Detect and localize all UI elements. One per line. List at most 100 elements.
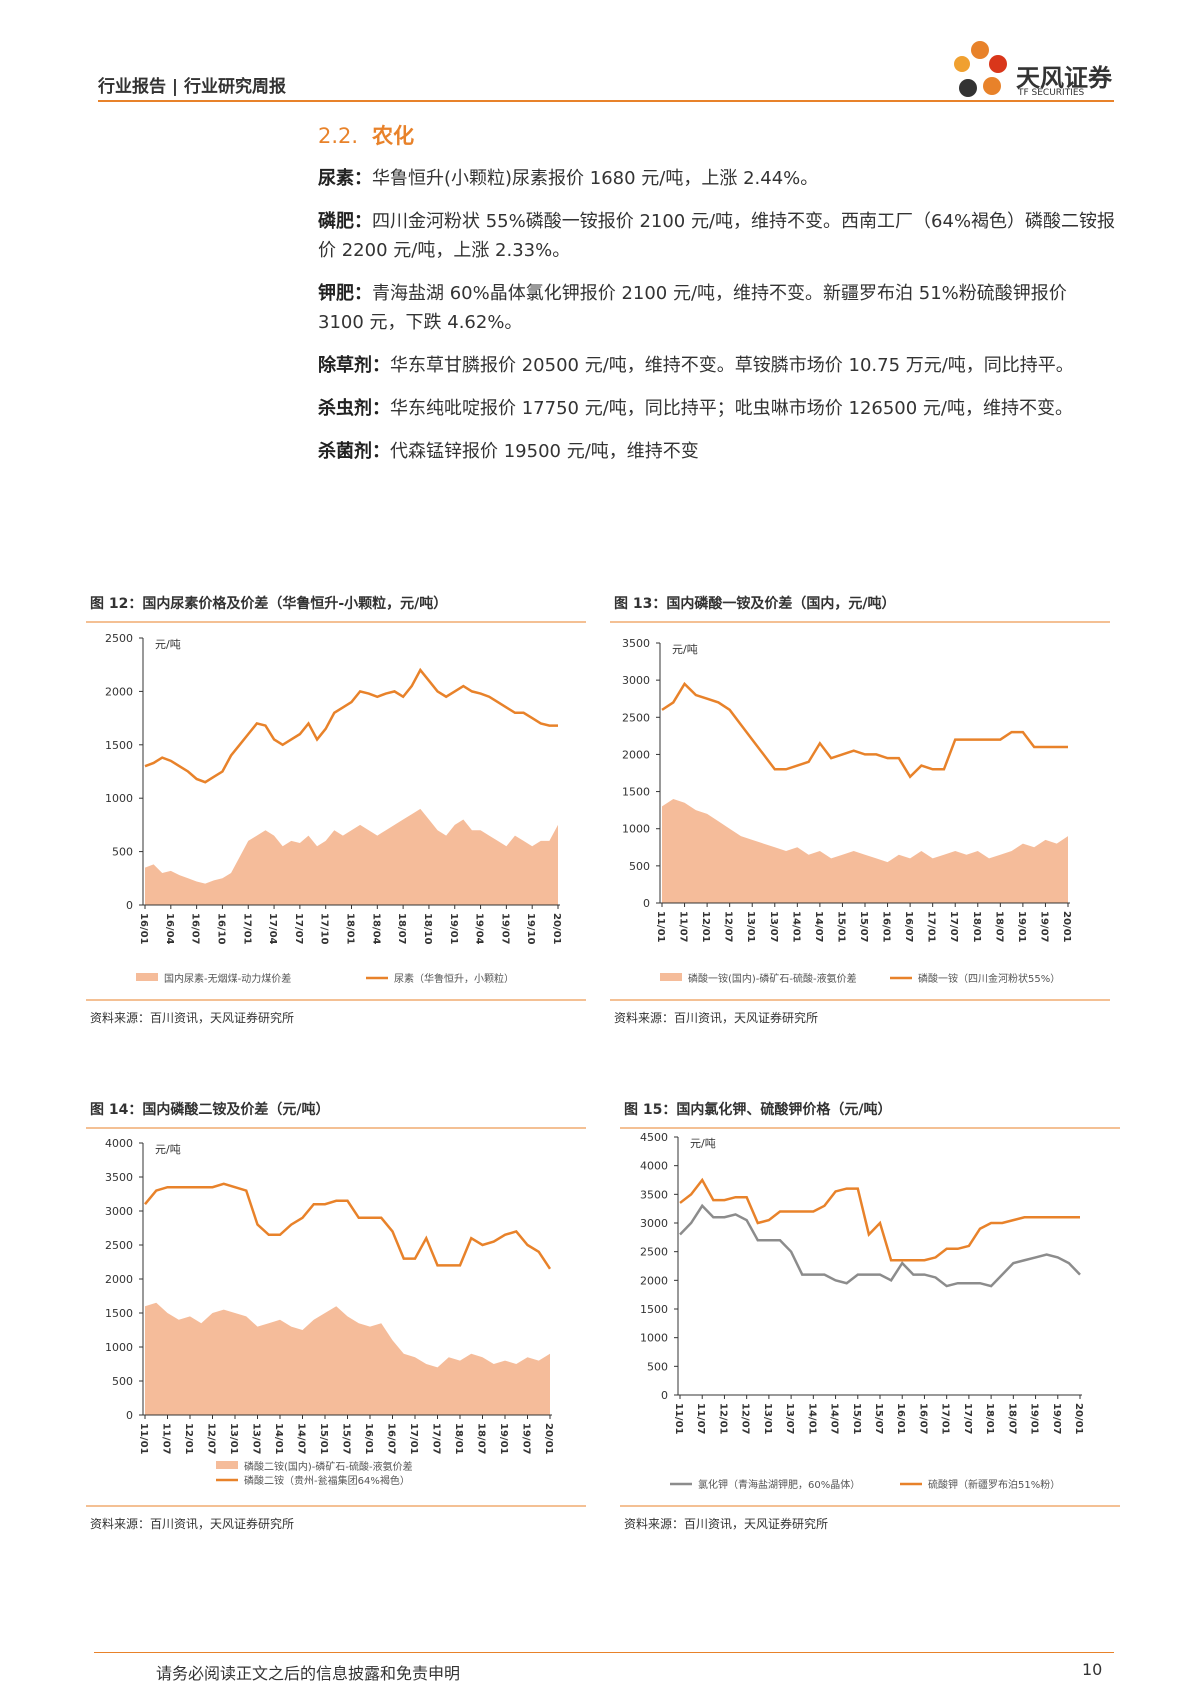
paragraph: 除草剂：华东草甘膦报价 20500 元/吨，维持不变。草铵膦市场价 10.75 … (318, 351, 1118, 380)
paragraph-text: 青海盐湖 60%晶体氯化钾报价 2100 元/吨，维持不变。新疆罗布泊 51%粉… (318, 283, 1067, 333)
chart: 图 14：国内磷酸二铵及价差（元/吨） 0 500 1000 1500 2000 2500 3… (86, 1101, 586, 1531)
paragraph-label: 除草剂： (318, 355, 390, 376)
x-tick-label: 11/01 (138, 1423, 149, 1455)
x-tick-label: 13/01 (228, 1423, 239, 1455)
y-tick-label: 0 (126, 899, 133, 912)
y-tick-label: 2500 (105, 632, 133, 645)
y-tick-label: 500 (647, 1360, 668, 1373)
x-tick-label: 19/01 (1016, 911, 1027, 943)
x-tick-label: 17/01 (408, 1423, 419, 1455)
y-tick-label: 2000 (105, 1273, 133, 1286)
chart-title: 图 14：国内磷酸二铵及价差（元/吨） (90, 1101, 329, 1118)
header-rule (98, 100, 1114, 102)
x-tick-label: 18/04 (370, 913, 381, 945)
x-tick-label: 11/01 (673, 1403, 684, 1435)
x-tick-label: 17/01 (940, 1403, 951, 1435)
unit-label: 元/吨 (690, 1137, 716, 1150)
section-heading: 2.2. 农化 (318, 120, 414, 150)
paragraph: 磷肥：四川金河粉状 55%磷酸一铵报价 2100 元/吨，维持不变。西南工厂（6… (318, 207, 1118, 265)
x-tick-label: 15/01 (851, 1403, 862, 1435)
x-tick-label: 17/04 (267, 913, 278, 945)
y-tick-label: 3000 (622, 674, 650, 687)
x-tick-label: 15/07 (873, 1403, 884, 1435)
x-tick-label: 11/07 (161, 1423, 172, 1455)
y-tick-label: 500 (629, 860, 650, 873)
y-tick-label: 1000 (622, 823, 650, 836)
paragraph: 尿素：华鲁恒升(小颗粒)尿素报价 1680 元/吨，上涨 2.44%。 (318, 164, 1118, 193)
section-title: 农化 (372, 124, 415, 148)
y-tick-label: 1000 (105, 1341, 133, 1354)
paragraph-label: 杀菌剂： (318, 441, 390, 462)
x-tick-label: 15/07 (858, 911, 869, 943)
x-tick-label: 19/07 (499, 913, 510, 945)
y-tick-label: 3500 (105, 1171, 133, 1184)
spread-area (145, 808, 558, 905)
unit-label: 元/吨 (155, 1143, 181, 1156)
chart-title: 图 15：国内氯化钾、硫酸钾价格（元/吨） (624, 1101, 891, 1118)
report-type: 行业报告 (98, 77, 166, 97)
x-tick-label: 20/01 (543, 1423, 554, 1455)
paragraph-text: 四川金河粉状 55%磷酸一铵报价 2100 元/吨，维持不变。西南工厂（64%褐… (318, 211, 1116, 261)
chart: 图 15：国内氯化钾、硫酸钾价格（元/吨） 0 500 1000 1500 2000 250… (620, 1101, 1120, 1531)
report-name: 行业研究周报 (184, 77, 287, 97)
paragraph: 钾肥：青海盐湖 60%晶体氯化钾报价 2100 元/吨，维持不变。新疆罗布泊 5… (318, 279, 1118, 337)
legend-swatch (216, 1461, 238, 1469)
x-tick-label: 15/07 (341, 1423, 352, 1455)
x-tick-label: 18/10 (422, 913, 433, 945)
footer-disclaimer: 请务必阅读正文之后的信息披露和免责申明 (156, 1664, 461, 1683)
x-tick-label: 16/01 (895, 1403, 906, 1435)
legend-swatch (660, 973, 682, 981)
legend-label: 磷酸一铵（四川金河粉状55%） (918, 972, 1060, 985)
x-tick-label: 19/07 (521, 1423, 532, 1455)
chart-source: 资料来源：百川资讯，天风证券研究所 (624, 1516, 828, 1531)
paragraph-text: 代森锰锌报价 19500 元/吨，维持不变 (390, 441, 699, 462)
y-tick-label: 2000 (105, 685, 133, 698)
x-tick-label: 13/01 (745, 911, 756, 943)
logo-mark (954, 41, 1007, 97)
x-tick-label: 17/10 (319, 913, 330, 945)
legend-swatch (136, 973, 158, 981)
y-tick-label: 3000 (640, 1217, 668, 1230)
x-tick-label: 12/01 (183, 1423, 194, 1455)
y-tick-label: 1500 (105, 739, 133, 752)
paragraph-text: 华东草甘膦报价 20500 元/吨，维持不变。草铵膦市场价 10.75 万元/吨… (390, 355, 1074, 376)
x-tick-label: 19/10 (525, 913, 536, 945)
x-tick-label: 16/07 (903, 911, 914, 943)
paragraph-label: 尿素： (318, 168, 372, 189)
page-number: 10 (1082, 1660, 1103, 1679)
paragraph-label: 杀虫剂： (318, 398, 390, 419)
chart-source: 资料来源：百川资讯，天风证券研究所 (90, 1516, 294, 1531)
y-tick-label: 4500 (640, 1131, 668, 1144)
x-tick-label: 14/01 (806, 1403, 817, 1435)
chart-source: 资料来源：百川资讯，天风证券研究所 (614, 1010, 818, 1025)
x-tick-label: 19/01 (1029, 1403, 1040, 1435)
price-line (144, 667, 558, 784)
legend-label: 磷酸二铵(国内)-磷矿石-硫酸-液氨价差 (244, 1460, 413, 1473)
paragraph: 杀虫剂：华东纯吡啶报价 17750 元/吨，同比持平；吡虫啉市场价 126500… (318, 394, 1118, 423)
logo-name: 天风证券 (1016, 64, 1112, 92)
price-line (679, 1177, 1080, 1262)
x-tick-label: 12/07 (206, 1423, 217, 1455)
spread-area (145, 1302, 550, 1415)
x-tick-label: 13/07 (784, 1403, 795, 1435)
x-tick-label: 17/07 (431, 1423, 442, 1455)
y-tick-label: 1500 (640, 1303, 668, 1316)
x-tick-label: 13/07 (768, 911, 779, 943)
y-tick-label: 2500 (622, 711, 650, 724)
x-tick-label: 16/07 (190, 913, 201, 945)
x-tick-label: 16/01 (138, 913, 149, 945)
legend-label: 国内尿素-无烟煤-动力煤价差 (164, 972, 291, 985)
header-title: 行业报告 | 行业研究周报 (98, 77, 287, 97)
x-tick-label: 15/01 (318, 1423, 329, 1455)
x-tick-label: 18/01 (453, 1423, 464, 1455)
y-tick-label: 500 (112, 1375, 133, 1388)
paragraph-label: 钾肥： (318, 283, 372, 304)
x-tick-label: 18/07 (396, 913, 407, 945)
x-tick-label: 18/07 (1006, 1403, 1017, 1435)
x-tick-label: 20/01 (551, 913, 562, 945)
x-tick-label: 19/07 (1038, 911, 1049, 943)
y-tick-label: 500 (112, 846, 133, 859)
x-tick-label: 16/07 (386, 1423, 397, 1455)
x-tick-label: 15/01 (835, 911, 846, 943)
x-tick-label: 19/01 (448, 913, 459, 945)
